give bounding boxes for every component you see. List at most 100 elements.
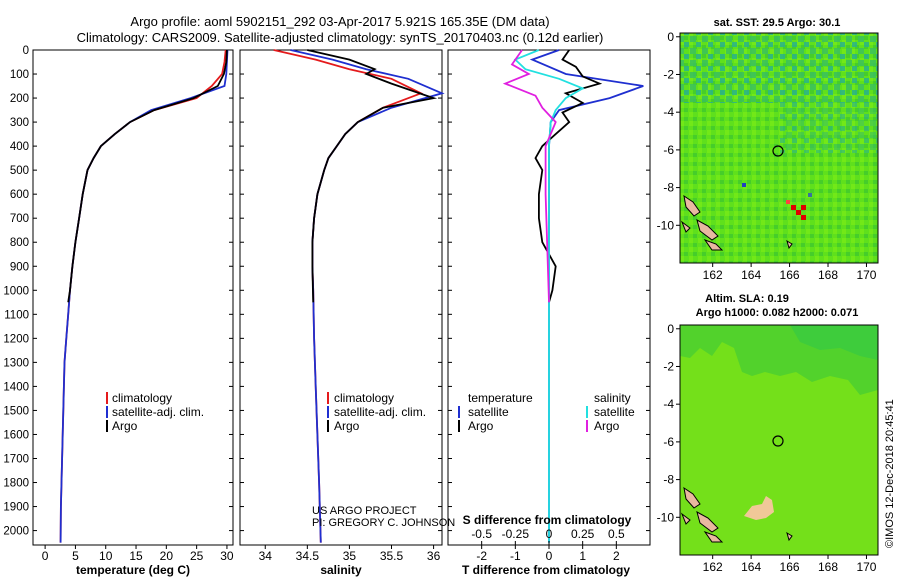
difference-top-xtick-label: -0.5 (471, 527, 492, 541)
sla-map-xtick-label: 168 (818, 560, 838, 574)
difference-xtick-label: -2 (476, 549, 487, 563)
depth-tick-label: 1500 (3, 405, 29, 417)
depth-tick-label: 1200 (3, 333, 29, 345)
sla-map-title-1: Altim. SLA: 0.19 (705, 293, 789, 305)
depth-tick-label: 2000 (3, 526, 29, 538)
sla-low-patch (744, 496, 774, 520)
depth-tick-label: 1100 (4, 309, 29, 321)
sla-map-ytick-label: -6 (663, 435, 674, 449)
sst-map (679, 32, 879, 264)
salinity-xtick-label: 34.5 (296, 549, 320, 563)
sst-map-warm-band (680, 33, 878, 103)
legend-swatch-s-argo (586, 420, 588, 432)
temperature-xtick-label: 30 (220, 549, 234, 563)
difference-top-xtick-label: 0.5 (608, 527, 625, 541)
salinity-panel (239, 49, 443, 546)
legend-swatch-satellite (327, 406, 329, 418)
sst-argo-marker (772, 145, 784, 157)
sst-hotspot (791, 205, 796, 210)
legend-label-climatology: climatology (334, 391, 394, 405)
depth-tick-label: 800 (10, 237, 29, 249)
imos-watermark: ©IMOS 12-Dec-2018 20:45:41 (884, 399, 896, 548)
sla-argo-marker (772, 435, 784, 447)
depth-tick-label: 1700 (3, 453, 29, 465)
legend-label-satellite: satellite-adj. clim. (334, 405, 426, 419)
island-outline (680, 220, 691, 233)
sst-map-ytick-label: 0 (667, 30, 674, 44)
depth-tick-label: 700 (10, 213, 29, 225)
difference-xtick-label: -1 (510, 549, 521, 563)
legend-title-temperature: temperature (468, 391, 533, 405)
island-outline (696, 218, 719, 241)
temperature-xtick-label: 10 (99, 549, 113, 563)
salinity-legend: climatology satellite-adj. clim. Argo (327, 391, 426, 433)
sst-map-xtick-label: 166 (780, 268, 800, 282)
sla-map (679, 324, 879, 556)
difference-top-xtick-label: 0 (546, 527, 553, 541)
legend-label-s-argo: Argo (594, 419, 620, 433)
depth-tick-label: 200 (10, 93, 29, 105)
sst-map-ytick-label: -8 (663, 181, 674, 195)
sla-map-ytick-label: -10 (657, 510, 675, 524)
island-outline (680, 512, 691, 525)
legend-label-satellite: satellite-adj. clim. (112, 405, 204, 419)
depth-tick-label: 500 (10, 165, 29, 177)
sst-map-ytick-label: -2 (663, 67, 674, 81)
temperature-xtick-label: 0 (42, 549, 49, 563)
legend-label-s-satellite: satellite (594, 405, 635, 419)
sst-map-xtick-label: 170 (856, 268, 876, 282)
legend-swatch-s-satellite (586, 406, 588, 418)
sla-map-xtick-label: 166 (780, 560, 800, 574)
sst-map-ytick-label: -10 (657, 218, 675, 232)
temperature-series-layer (59, 49, 229, 543)
sla-map-xtick-label: 164 (741, 560, 761, 574)
depth-tick-label: 1800 (3, 478, 29, 490)
difference-series-3 (502, 49, 557, 303)
temperature-series-2 (67, 49, 228, 303)
depth-tick-label: 400 (10, 141, 29, 153)
salinity-xtick-label: 35 (343, 549, 357, 563)
legend-swatch-argo (327, 420, 329, 432)
legend-swatch-climatology (106, 392, 108, 404)
legend-swatch-satellite (106, 406, 108, 418)
sla-map-title-2: Argo h1000: 0.082 h2000: 0.071 (696, 307, 859, 319)
credit-line-2: PI: GREGORY C. JOHNSON (312, 517, 455, 529)
temperature-xtick-label: 5 (72, 549, 79, 563)
depth-tick-label: 300 (10, 117, 29, 129)
difference-xtick-label: 0 (546, 549, 553, 563)
title-line-2: Climatology: CARS2009. Satellite-adjuste… (77, 30, 604, 45)
depth-tick-label: 900 (10, 261, 29, 273)
depth-tick-label: 1000 (3, 285, 29, 297)
temperature-panel (32, 49, 234, 546)
depth-tick-label: 1900 (3, 502, 29, 514)
sla-map-ytick-label: 0 (667, 322, 674, 336)
difference-legend: temperature satellite Argo salinity sate… (458, 391, 635, 433)
axes-layer: 0 5 10 15 20 25 300100200300400500600700800900… (3, 30, 876, 574)
sst-map-ytick-label: -4 (663, 105, 674, 119)
sla-map-xtick-label: 162 (703, 560, 723, 574)
temperature-legend: climatology satellite-adj. clim. Argo (106, 391, 204, 433)
salinity-series-2 (307, 49, 438, 303)
legend-swatch-t-argo (458, 420, 460, 432)
difference-xtick-label: 1 (579, 549, 586, 563)
difference-xlabel-top: S difference from climatology (463, 513, 632, 527)
island-outline (786, 531, 793, 542)
sst-map-title: sat. SST: 29.5 Argo: 30.1 (714, 17, 841, 29)
island-outline (786, 239, 793, 250)
title-line-1: Argo profile: aoml 5902151_292 03-Apr-20… (130, 14, 549, 29)
salinity-xtick-label: 36 (427, 549, 441, 563)
temperature-xtick-label: 25 (190, 549, 204, 563)
difference-series-1 (534, 49, 603, 303)
island-outline (683, 486, 701, 509)
island-outline (683, 194, 701, 217)
depth-tick-label: 1600 (3, 429, 29, 441)
salinity-series-layer (273, 49, 445, 543)
salinity-xtick-label: 35.5 (380, 549, 404, 563)
legend-label-argo: Argo (112, 419, 138, 433)
difference-xtick-label: 2 (613, 549, 620, 563)
legend-swatch-argo (106, 420, 108, 432)
legend-label-t-argo: Argo (468, 419, 494, 433)
sst-map-xtick-label: 162 (703, 268, 723, 282)
sst-map-xtick-label: 168 (818, 268, 838, 282)
